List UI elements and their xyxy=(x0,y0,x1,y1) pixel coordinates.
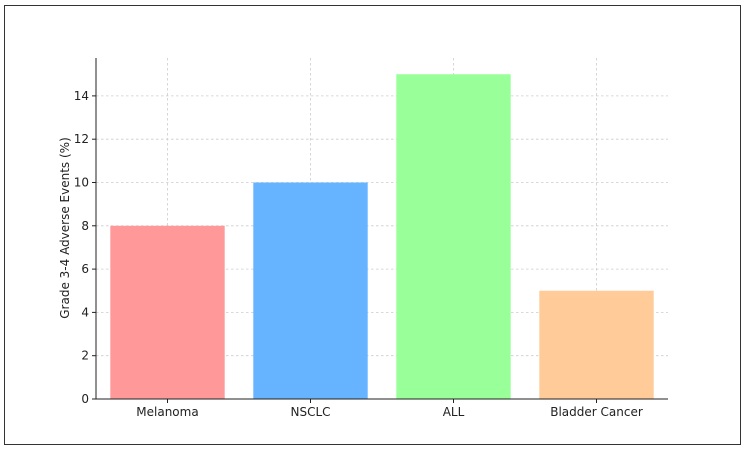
x-tick-label: ALL xyxy=(443,405,465,419)
x-tick-label: Melanoma xyxy=(136,405,198,419)
y-axis-label: Grade 3-4 Adverse Events (%) xyxy=(58,137,72,319)
axes xyxy=(92,58,668,403)
tick-labels: 0 2 4 6 8 10 12 14 Melanoma NSCLC ALL Bladder Cance… xyxy=(74,89,643,419)
bar-bladder-cancer xyxy=(539,290,654,399)
bar-nsclc xyxy=(253,182,368,399)
bar-melanoma xyxy=(110,225,225,399)
y-tick-label: 4 xyxy=(81,305,89,319)
y-tick-label: 6 xyxy=(81,262,89,276)
y-tick-label: 14 xyxy=(74,89,89,103)
x-tick-label: NSCLC xyxy=(290,405,330,419)
y-tick-label: 2 xyxy=(81,349,89,363)
x-tick-label: Bladder Cancer xyxy=(550,405,643,419)
bar-all xyxy=(396,74,511,399)
y-tick-label: 10 xyxy=(74,175,89,189)
y-tick-label: 0 xyxy=(81,392,89,406)
y-tick-label: 8 xyxy=(81,219,89,233)
y-tick-label: 12 xyxy=(74,132,89,146)
bars xyxy=(110,74,654,399)
